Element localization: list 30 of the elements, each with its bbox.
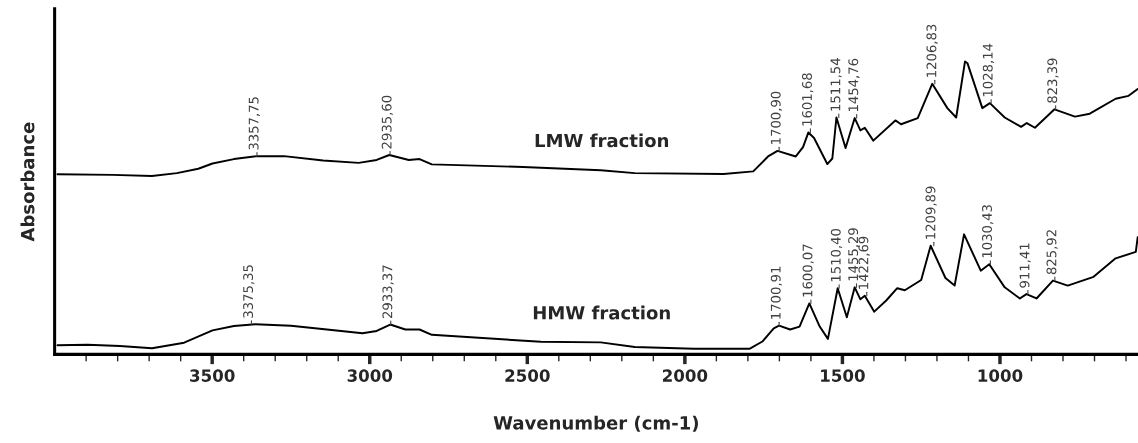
annotation: 1454,76 <box>848 58 860 112</box>
x-tick-label: 1500 <box>821 369 865 382</box>
x-tick-label: 3000 <box>347 369 393 382</box>
x-axis-title: Wavenumber (cm-1) <box>493 415 698 432</box>
annotation: 1030,43 <box>982 205 994 258</box>
x-tick-label: 2000 <box>662 369 708 382</box>
y-axis-title: Absorbance <box>20 122 35 242</box>
annotation: 1511,54 <box>830 58 842 111</box>
x-tick-label: 1000 <box>978 369 1023 382</box>
series-label: HMW fraction <box>533 305 670 320</box>
annotation: 1600,07 <box>802 244 814 297</box>
annotation: 2933,37 <box>382 265 394 319</box>
annotation: 1206,83 <box>926 24 938 77</box>
annotation: 1455,29 <box>848 228 860 281</box>
x-tick-label: 3500 <box>190 369 235 382</box>
annotation: 3375,35 <box>243 265 255 318</box>
annotation: 1700,90 <box>770 91 783 144</box>
annotation: 2935,60 <box>381 95 393 149</box>
annotation: 1028,14 <box>982 43 995 97</box>
annotation: 823,39 <box>1047 58 1059 103</box>
annotation: 911,41 <box>1019 243 1031 288</box>
annotation: 1700,91 <box>770 266 783 319</box>
annotation: 1209,89 <box>925 186 937 239</box>
annotation: 1510,40 <box>830 228 843 282</box>
annotation: 1422,69 <box>858 236 870 289</box>
series-label: LMW fraction <box>535 133 669 148</box>
x-tick-label: 2500 <box>505 369 550 382</box>
annotation: 1601,68 <box>802 73 814 126</box>
annotation: 3357,75 <box>248 97 260 150</box>
annotation: 825,92 <box>1046 230 1058 275</box>
